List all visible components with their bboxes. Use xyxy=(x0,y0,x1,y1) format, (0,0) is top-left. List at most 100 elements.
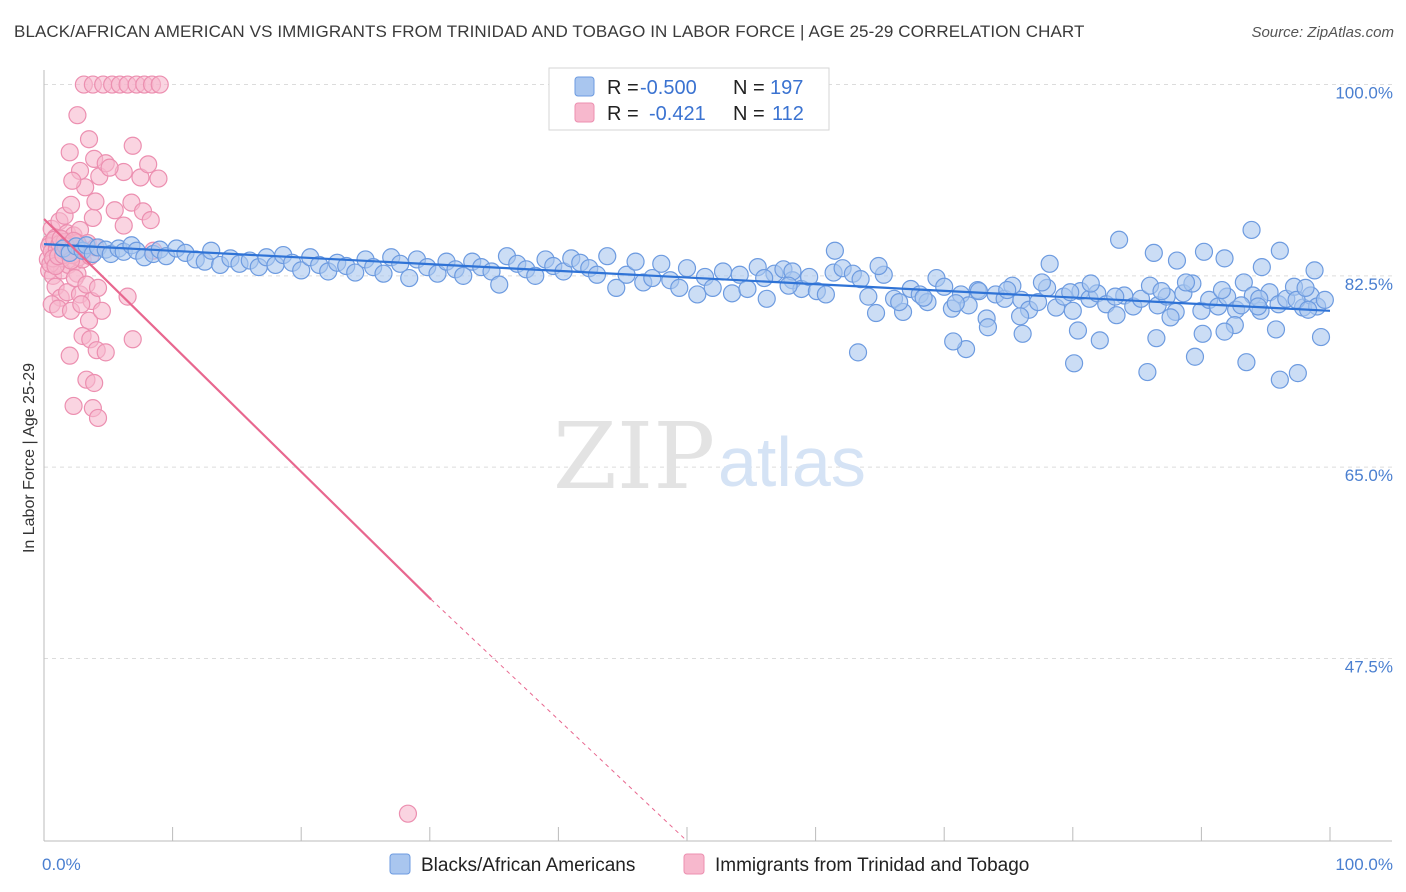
data-point-trinidad-tobago xyxy=(105,201,124,220)
data-point-black-african-american xyxy=(713,262,733,281)
data-point-black-african-american xyxy=(1107,306,1126,325)
data-point-trinidad-tobago xyxy=(60,346,79,365)
watermark: ZIP atlas xyxy=(553,403,866,510)
data-point-black-african-american xyxy=(587,265,607,284)
data-point-trinidad-tobago xyxy=(123,136,142,155)
data-point-trinidad-tobago xyxy=(141,211,160,230)
data-point-black-african-american xyxy=(1068,321,1088,340)
data-point-black-african-american xyxy=(1064,354,1084,373)
y-tick-label: 100.0% xyxy=(1335,84,1393,103)
data-point-black-african-american xyxy=(1138,362,1157,382)
data-point-black-african-american xyxy=(1185,347,1205,366)
data-point-black-african-american xyxy=(738,279,757,299)
data-point-black-african-american xyxy=(670,278,689,297)
data-point-black-african-american xyxy=(825,241,844,260)
data-point-black-african-american xyxy=(652,254,671,273)
series-legend: Blacks/African Americans Immigrants from… xyxy=(389,853,1029,876)
data-point-black-african-american xyxy=(626,252,645,271)
data-point-black-african-american xyxy=(1144,243,1163,262)
legend-n-value-blue: 197 xyxy=(770,77,803,99)
y-tick-label: 82.5% xyxy=(1345,275,1393,294)
data-point-black-african-american xyxy=(400,268,419,288)
data-point-black-african-american xyxy=(1063,301,1082,320)
legend-n-label-pink: N = xyxy=(733,103,765,125)
data-point-trinidad-tobago xyxy=(96,343,115,362)
x-tick-label: 100.0% xyxy=(1335,855,1393,874)
data-point-black-african-american xyxy=(677,259,697,278)
data-point-black-african-american xyxy=(978,318,998,337)
data-point-trinidad-tobago xyxy=(100,158,119,177)
axes xyxy=(43,70,1392,842)
data-point-trinidad-tobago xyxy=(118,287,137,306)
legend-swatch-pink xyxy=(574,102,595,123)
data-point-black-african-american xyxy=(1176,273,1196,292)
data-point-black-african-american xyxy=(969,282,989,301)
data-point-black-african-american xyxy=(816,285,835,304)
data-point-black-african-american xyxy=(779,276,798,295)
legend-r-value-blue: -0.500 xyxy=(640,77,697,99)
correlation-legend: R = -0.500 N = 197 R = -0.421 N = 112 xyxy=(548,67,830,131)
data-point-black-african-american xyxy=(757,289,776,308)
data-point-black-african-american xyxy=(1090,331,1109,350)
data-point-black-african-american xyxy=(1147,329,1166,348)
y-tick-label: 65.0% xyxy=(1345,466,1393,485)
data-point-black-african-american xyxy=(869,256,888,276)
legend-n-label-blue: N = xyxy=(733,77,765,99)
watermark-zip: ZIP xyxy=(553,403,715,510)
data-point-black-african-american xyxy=(914,288,933,307)
legend-r-value-pink: -0.421 xyxy=(649,103,706,125)
data-point-black-african-american xyxy=(1193,324,1212,343)
series-legend-swatch-blue xyxy=(389,853,411,875)
y-tick-label: 47.5% xyxy=(1345,657,1393,676)
trend-line-trinidad-tobago-extension xyxy=(430,599,688,842)
data-point-trinidad-tobago xyxy=(149,169,168,188)
data-point-trinidad-tobago xyxy=(398,804,418,823)
data-point-black-african-american xyxy=(944,332,963,351)
data-point-trinidad-tobago xyxy=(86,192,105,211)
data-point-black-african-american xyxy=(1288,364,1307,383)
tick-labels: 47.5% 65.0% 82.5% 100.0% 0.0% 100.0% xyxy=(42,84,1393,874)
series-legend-label-pink: Immigrants from Trinidad and Tobago xyxy=(715,855,1029,876)
data-point-trinidad-tobago xyxy=(150,75,169,94)
data-point-trinidad-tobago xyxy=(79,130,99,149)
data-point-trinidad-tobago xyxy=(85,373,104,393)
data-point-trinidad-tobago xyxy=(92,301,111,320)
data-point-black-african-american xyxy=(1234,273,1253,292)
data-point-trinidad-tobago xyxy=(61,195,81,214)
data-point-trinidad-tobago xyxy=(88,408,108,428)
legend-r-label-pink: R = xyxy=(607,103,639,125)
trend-lines xyxy=(43,218,1331,842)
data-point-black-african-american xyxy=(1315,290,1334,310)
data-point-black-african-american xyxy=(946,294,965,313)
data-point-trinidad-tobago xyxy=(79,311,99,330)
data-point-black-african-american xyxy=(1010,307,1030,326)
data-point-black-african-american xyxy=(1270,241,1289,260)
chart-title: BLACK/AFRICAN AMERICAN VS IMMIGRANTS FRO… xyxy=(14,22,1085,41)
watermark-atlas: atlas xyxy=(718,423,866,501)
data-point-black-african-american xyxy=(1215,322,1234,341)
data-point-black-african-american xyxy=(1081,274,1100,293)
data-point-trinidad-tobago xyxy=(83,208,102,228)
legend-n-value-pink: 112 xyxy=(772,103,804,125)
data-point-black-african-american xyxy=(1305,261,1324,280)
data-point-black-african-american xyxy=(490,275,509,294)
series-immigrants-trinidad-tobago xyxy=(38,75,418,823)
data-point-black-african-american xyxy=(1266,320,1286,339)
data-point-trinidad-tobago xyxy=(63,171,82,190)
x-tick-label: 0.0% xyxy=(42,855,81,874)
series-legend-swatch-pink xyxy=(683,853,705,875)
data-point-black-african-american xyxy=(935,277,954,296)
data-point-black-african-american xyxy=(598,247,617,266)
data-point-black-african-american xyxy=(1215,249,1234,268)
series-blacks-african-americans xyxy=(54,220,1334,389)
data-point-black-african-american xyxy=(202,241,221,260)
data-point-trinidad-tobago xyxy=(123,330,142,349)
legend-r-label-blue: R = xyxy=(607,77,639,99)
data-point-trinidad-tobago xyxy=(139,155,158,174)
data-point-black-african-american xyxy=(848,343,868,362)
data-point-trinidad-tobago xyxy=(64,396,83,416)
data-point-trinidad-tobago xyxy=(72,295,91,314)
data-point-black-african-american xyxy=(1152,282,1171,301)
data-point-black-african-american xyxy=(1106,287,1125,306)
data-point-black-african-american xyxy=(722,284,742,303)
